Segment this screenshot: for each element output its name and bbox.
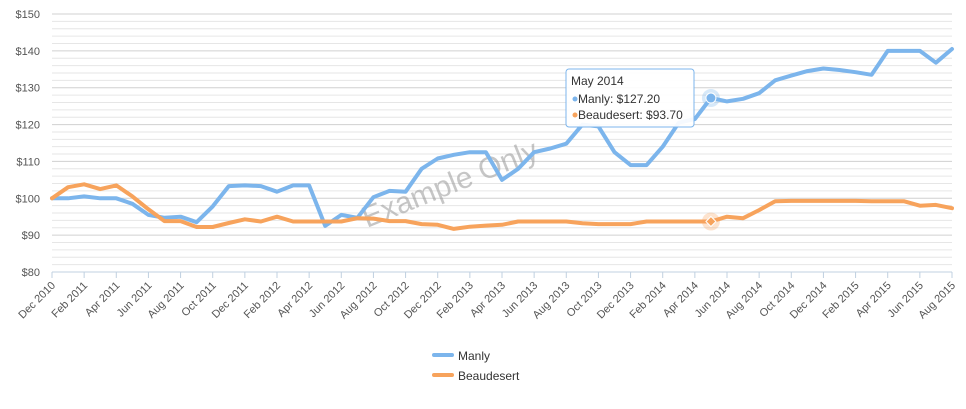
legend: Manly Beaudesert: [432, 349, 520, 383]
legend-label-manly: Manly: [458, 349, 490, 363]
y-axis: $80 $90 $100 $110 $120 $130 $140 $150: [16, 9, 40, 279]
y-tick-label: $80: [22, 267, 40, 279]
tooltip-line: Beaudesert: $93.70: [578, 108, 683, 122]
legend-label-beaudesert: Beaudesert: [458, 369, 520, 383]
tooltip-box: [565, 68, 695, 128]
tooltip: May 2014 Manly: $127.20 Beaudesert: $93.70: [565, 68, 695, 128]
y-tick-label: $150: [16, 9, 40, 21]
tooltip-title: May 2014: [571, 74, 624, 88]
tooltip-line: Manly: $127.20: [578, 92, 660, 106]
manly-hover-marker: [705, 92, 717, 104]
tooltip-bullet: [572, 112, 578, 118]
tooltip-bullet: [572, 96, 578, 102]
beaudesert-hover-marker: [705, 215, 717, 228]
y-tick-label: $130: [16, 83, 40, 95]
series-line-beaudesert: [50, 182, 954, 231]
y-tick-label: $90: [22, 230, 40, 242]
y-tick-label: $140: [16, 46, 40, 58]
grid-layer: [52, 13, 952, 273]
series-layer: [50, 47, 954, 231]
y-tick-label: $100: [16, 193, 40, 205]
series-line-manly: [50, 47, 954, 228]
y-tick-label: $110: [16, 156, 40, 168]
y-tick-label: $120: [16, 120, 40, 132]
